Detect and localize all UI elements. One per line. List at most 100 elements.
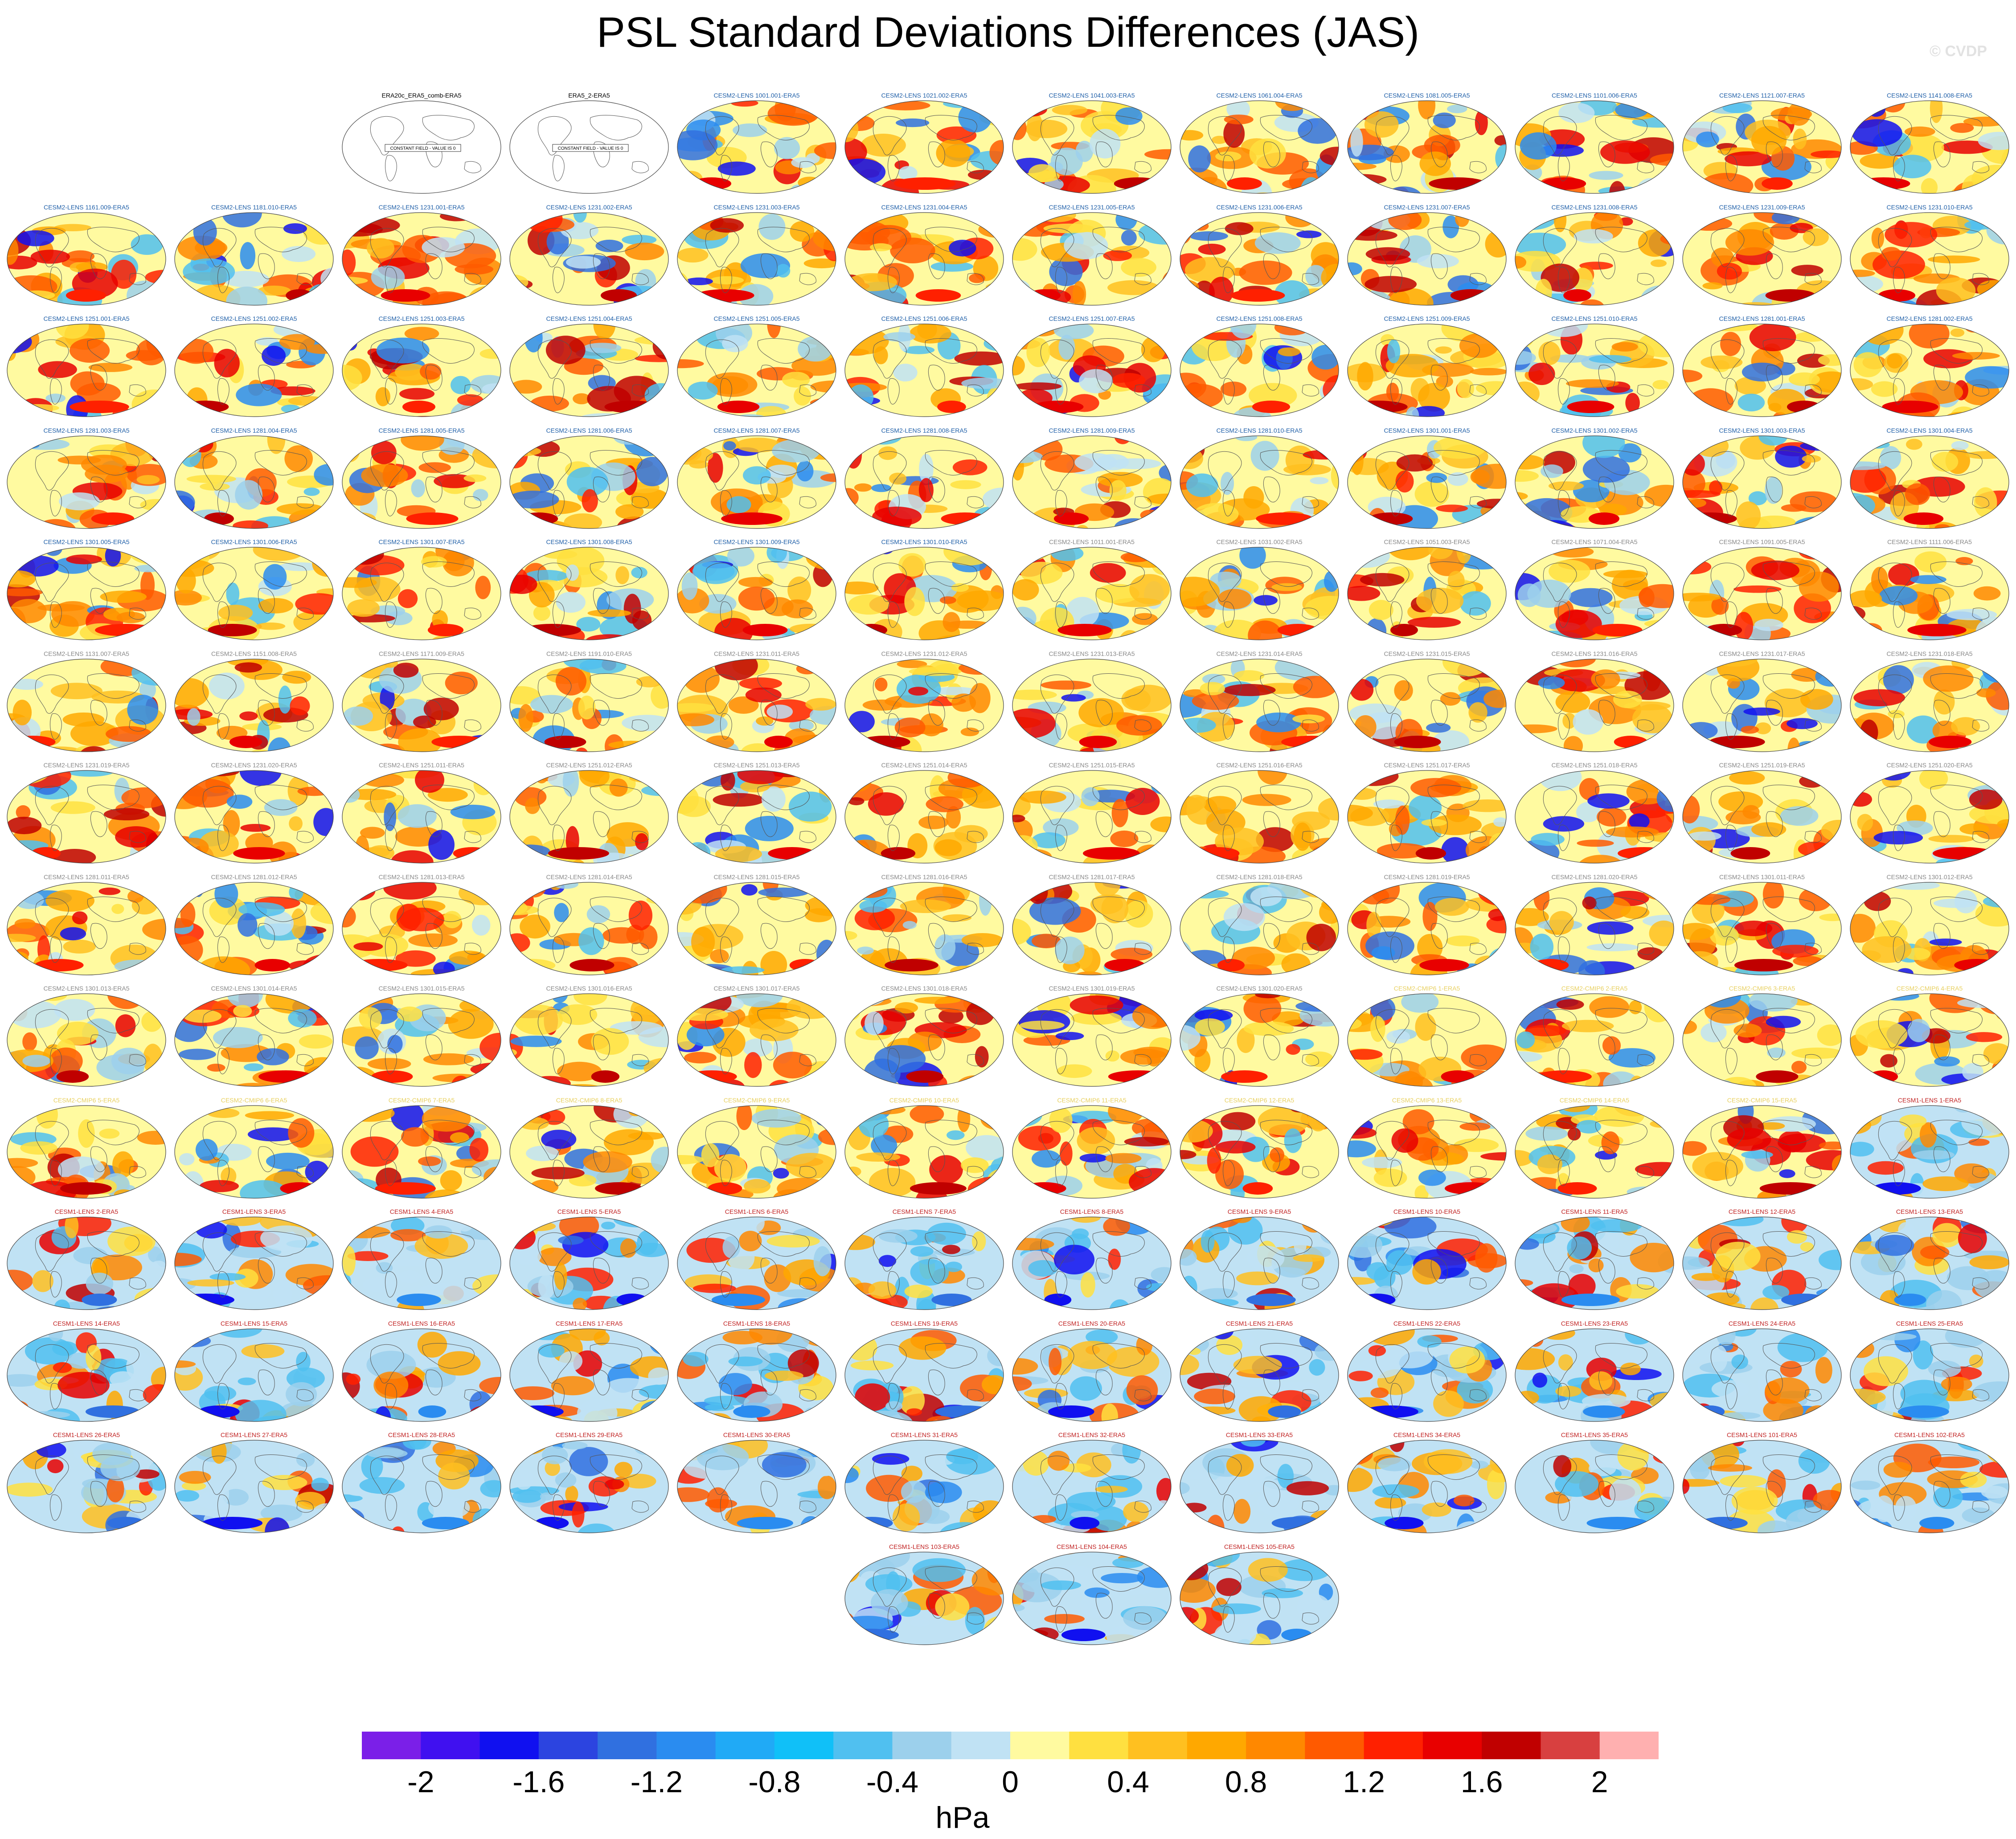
anomaly-contour: [1515, 518, 1547, 528]
anomaly-contour: [175, 212, 192, 228]
coastline: [799, 496, 816, 508]
map-globe: [677, 1105, 836, 1199]
panel-title: CESM2-LENS 1231.019-ERA5: [43, 762, 130, 769]
anomaly-contour: [397, 1006, 422, 1022]
map-panel: CESM2-LENS 1281.008-ERA5: [843, 427, 1005, 532]
anomaly-contour: [345, 972, 367, 975]
coastline: [217, 713, 229, 740]
anomaly-contour: [387, 1035, 403, 1053]
coastline: [1804, 719, 1822, 732]
anomaly-contour: [342, 843, 360, 859]
anomaly-contour: [279, 562, 321, 571]
panel-title: CESM2-LENS 1231.006-ERA5: [1216, 203, 1303, 211]
coastline: [757, 673, 810, 699]
anomaly-contour: [1060, 1141, 1073, 1166]
anomaly-contour: [898, 166, 918, 180]
coastline: [202, 786, 237, 825]
coastline: [1427, 115, 1480, 140]
coastline: [1390, 378, 1402, 405]
anomaly-contour: [677, 620, 692, 639]
anomaly-contour: [398, 728, 442, 752]
coastline: [1933, 253, 1950, 279]
coastline: [1766, 700, 1783, 725]
anomaly-contour: [1012, 1110, 1040, 1120]
map-globe: [1515, 212, 1674, 306]
anomaly-contour: [1515, 491, 1528, 500]
map-globe: [677, 881, 836, 975]
map-globe: [509, 212, 669, 306]
southern-ocean-anomaly: [1705, 624, 1742, 636]
globe-outline: [7, 658, 166, 752]
anomaly-contour: [417, 1331, 447, 1358]
map-panel: CESM2-LENS 1231.002-ERA5: [508, 204, 670, 309]
panel-title: CESM2-LENS 1231.005-ERA5: [1049, 203, 1135, 211]
anomaly-contour: [1725, 151, 1772, 167]
anomaly-contour: [1022, 1301, 1047, 1310]
panel-title: CESM2-CMIP6 2-ERA5: [1561, 985, 1628, 992]
coastline: [873, 228, 907, 267]
anomaly-contour: [756, 716, 774, 725]
anomaly-contour: [1243, 1021, 1294, 1036]
coastline: [1040, 562, 1074, 602]
anomaly-contour: [1284, 1128, 1302, 1153]
anomaly-contour: [1014, 382, 1062, 390]
coastline: [1762, 673, 1815, 699]
anomaly-contour: [1281, 953, 1311, 975]
coastline: [50, 490, 62, 516]
globe-outline: [1012, 100, 1172, 194]
anomaly-contour: [1850, 842, 1867, 857]
southern-ocean-anomaly: [1221, 1070, 1268, 1083]
anomaly-contour: [57, 1021, 99, 1045]
southern-ocean-anomaly: [548, 847, 609, 860]
anomaly-contour: [628, 900, 652, 930]
coastline: [1208, 562, 1242, 602]
anomaly-contour: [376, 337, 430, 364]
anomaly-contour: [850, 1360, 894, 1370]
coastline: [50, 601, 62, 628]
coastline: [129, 273, 146, 285]
anomaly-contour: [1720, 332, 1741, 356]
anomaly-contour: [1850, 972, 1862, 975]
southern-ocean-anomaly: [233, 847, 285, 860]
coastline: [1725, 155, 1737, 181]
panel-title: CESM2-LENS 1181.010-ERA5: [211, 203, 297, 211]
map-panel: CESM2-LENS 1251.003-ERA5: [340, 315, 503, 420]
southern-ocean-anomaly: [229, 735, 262, 748]
southern-ocean-anomaly: [616, 1294, 648, 1306]
anomaly-contour: [1772, 944, 1819, 958]
anomaly-contour: [1055, 1032, 1084, 1040]
anomaly-contour: [1880, 1054, 1897, 1068]
southern-ocean-anomaly: [1242, 1182, 1273, 1195]
anomaly-contour: [684, 1052, 717, 1064]
southern-ocean-anomaly: [595, 1182, 643, 1195]
map-globe: [1012, 770, 1172, 864]
anomaly-contour: [344, 512, 376, 525]
anomaly-contour: [1149, 770, 1171, 787]
coastline: [537, 339, 572, 379]
anomaly-contour: [1800, 1242, 1814, 1252]
anomaly-contour: [342, 365, 362, 391]
coastline: [760, 253, 778, 279]
anomaly-contour: [192, 435, 213, 452]
anomaly-contour: [1357, 362, 1373, 391]
anomaly-contour: [1816, 1289, 1841, 1297]
coastline: [1725, 490, 1737, 516]
anomaly-contour: [705, 735, 734, 749]
anomaly-contour: [157, 499, 166, 528]
coastline: [370, 786, 404, 825]
anomaly-contour: [1823, 738, 1841, 752]
map-globe: [1850, 1216, 2009, 1310]
coastline: [1208, 674, 1242, 713]
map-globe: [1682, 1105, 1842, 1199]
anomaly-contour: [566, 467, 608, 497]
coastline: [553, 490, 565, 516]
coastline: [928, 365, 945, 391]
anomaly-contour: [1242, 794, 1291, 806]
southern-ocean-anomaly: [1907, 624, 1967, 636]
map-globe: [342, 881, 501, 975]
anomaly-contour: [239, 711, 258, 721]
coastline: [1092, 450, 1145, 475]
southern-ocean-anomaly: [764, 735, 793, 748]
anomaly-contour: [183, 258, 235, 285]
anomaly-contour: [491, 518, 501, 528]
